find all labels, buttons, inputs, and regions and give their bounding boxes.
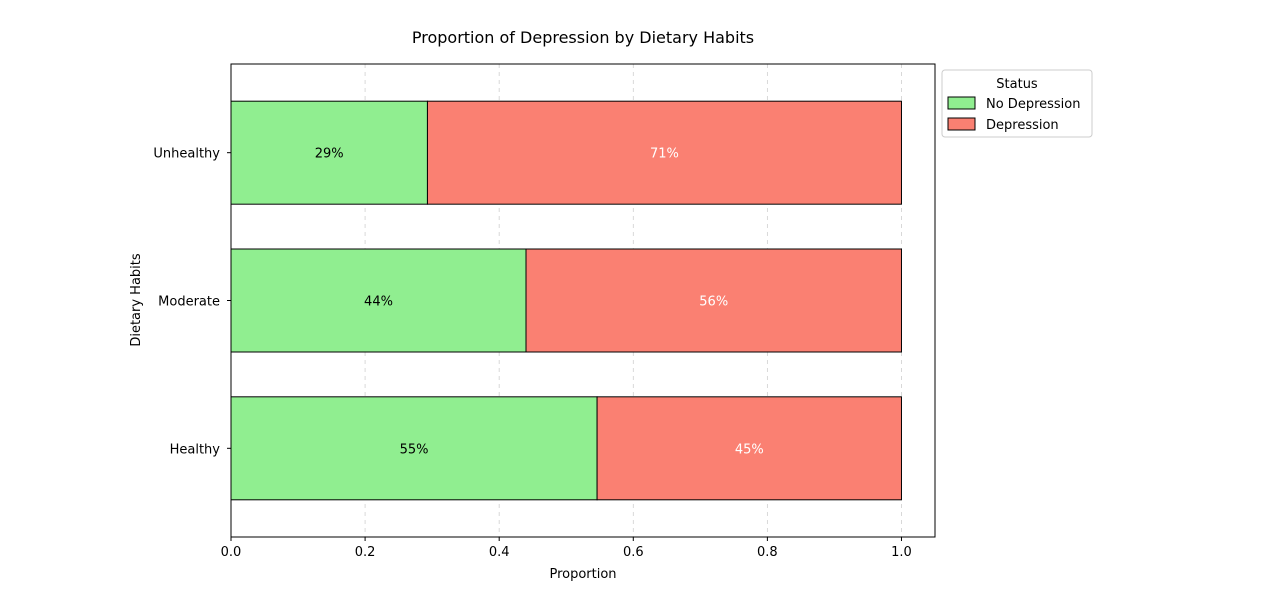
- legend-swatch: [947, 96, 976, 110]
- x-axis: 0.0 0.2 0.4 0.6 0.8 1.0: [221, 537, 912, 560]
- legend-swatch: [947, 117, 976, 131]
- bars: 55% 45% 44% 56% 29% 71%: [230, 100, 902, 501]
- bar-value-label: 44%: [364, 295, 393, 310]
- bar-value-label: 56%: [699, 295, 728, 310]
- bar-value-label: 45%: [735, 442, 764, 457]
- legend-title: Status: [996, 77, 1038, 92]
- x-tick-label: 0.2: [355, 545, 376, 560]
- bar-depression: [525, 248, 902, 353]
- legend-entry: Depression: [986, 118, 1059, 133]
- y-tick-label: Moderate: [158, 295, 220, 310]
- legend: Status No Depression Depression: [941, 69, 1093, 138]
- x-axis-label: Proportion: [549, 567, 616, 582]
- y-tick-label: Healthy: [170, 442, 221, 457]
- chart-title: Proportion of Depression by Dietary Habi…: [412, 28, 754, 47]
- x-tick-label: 0.0: [221, 545, 242, 560]
- y-axis-label: Dietary Habits: [129, 253, 144, 347]
- y-tick-label: Unhealthy: [153, 147, 220, 162]
- bar-depression: [596, 396, 902, 501]
- legend-frame: [941, 69, 1093, 138]
- x-tick-label: 0.8: [757, 545, 778, 560]
- y-axis: Healthy Moderate Unhealthy: [153, 147, 231, 457]
- bar-value-label: 29%: [315, 147, 344, 162]
- bar-value-label: 71%: [650, 147, 679, 162]
- x-tick-label: 0.4: [489, 545, 510, 560]
- bar-depression: [426, 100, 902, 205]
- bar-value-label: 55%: [400, 442, 429, 457]
- x-tick-label: 0.6: [623, 545, 644, 560]
- legend-entry: No Depression: [986, 97, 1080, 112]
- x-tick-label: 1.0: [891, 545, 912, 560]
